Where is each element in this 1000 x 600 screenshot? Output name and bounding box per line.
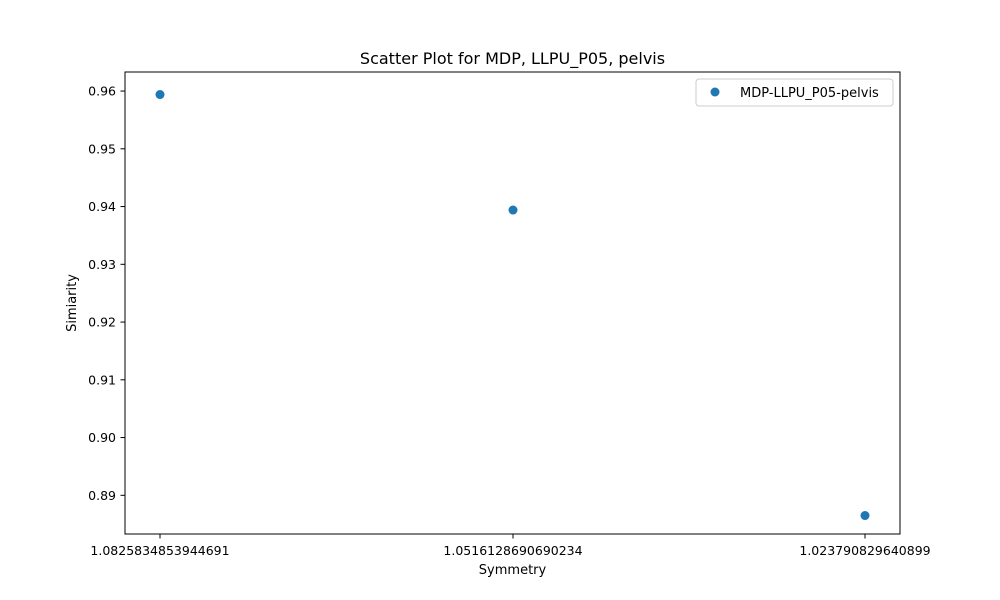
- x-tick-label: 1.0516128690690234: [443, 543, 582, 558]
- scatter-point: [860, 511, 870, 521]
- y-tick-label: 0.94: [88, 199, 116, 214]
- y-tick-label: 0.89: [88, 488, 116, 503]
- y-tick-label: 0.91: [88, 372, 116, 387]
- y-axis-label: Simiarity: [65, 274, 80, 332]
- y-tick-label: 0.93: [88, 257, 116, 272]
- x-tick-label: 1.0825834853944691: [90, 543, 229, 558]
- y-tick-label: 0.96: [88, 84, 116, 99]
- legend-marker: [710, 87, 720, 97]
- y-axis: 0.89 0.90 0.91 0.92 0.93 0.94 0.95 0.96: [88, 84, 125, 503]
- legend-box: [695, 78, 894, 107]
- data-points: [155, 90, 870, 521]
- x-tick-label: 1.023790829640899: [799, 543, 930, 558]
- y-tick-label: 0.92: [88, 315, 116, 330]
- y-tick-label: 0.90: [88, 430, 116, 445]
- x-axis: 1.0825834853944691 1.0516128690690234 1.02…: [90, 534, 931, 558]
- legend: MDP-LLPU_P05-pelvis: [695, 78, 894, 107]
- legend-entry-label: MDP-LLPU_P05-pelvis: [740, 86, 879, 101]
- x-axis-label: Symmetry: [479, 563, 547, 578]
- chart-title: Scatter Plot for MDP, LLPU_P05, pelvis: [360, 49, 665, 69]
- scatter-point: [155, 90, 165, 100]
- y-tick-label: 0.95: [88, 141, 116, 156]
- scatter-point: [508, 205, 518, 215]
